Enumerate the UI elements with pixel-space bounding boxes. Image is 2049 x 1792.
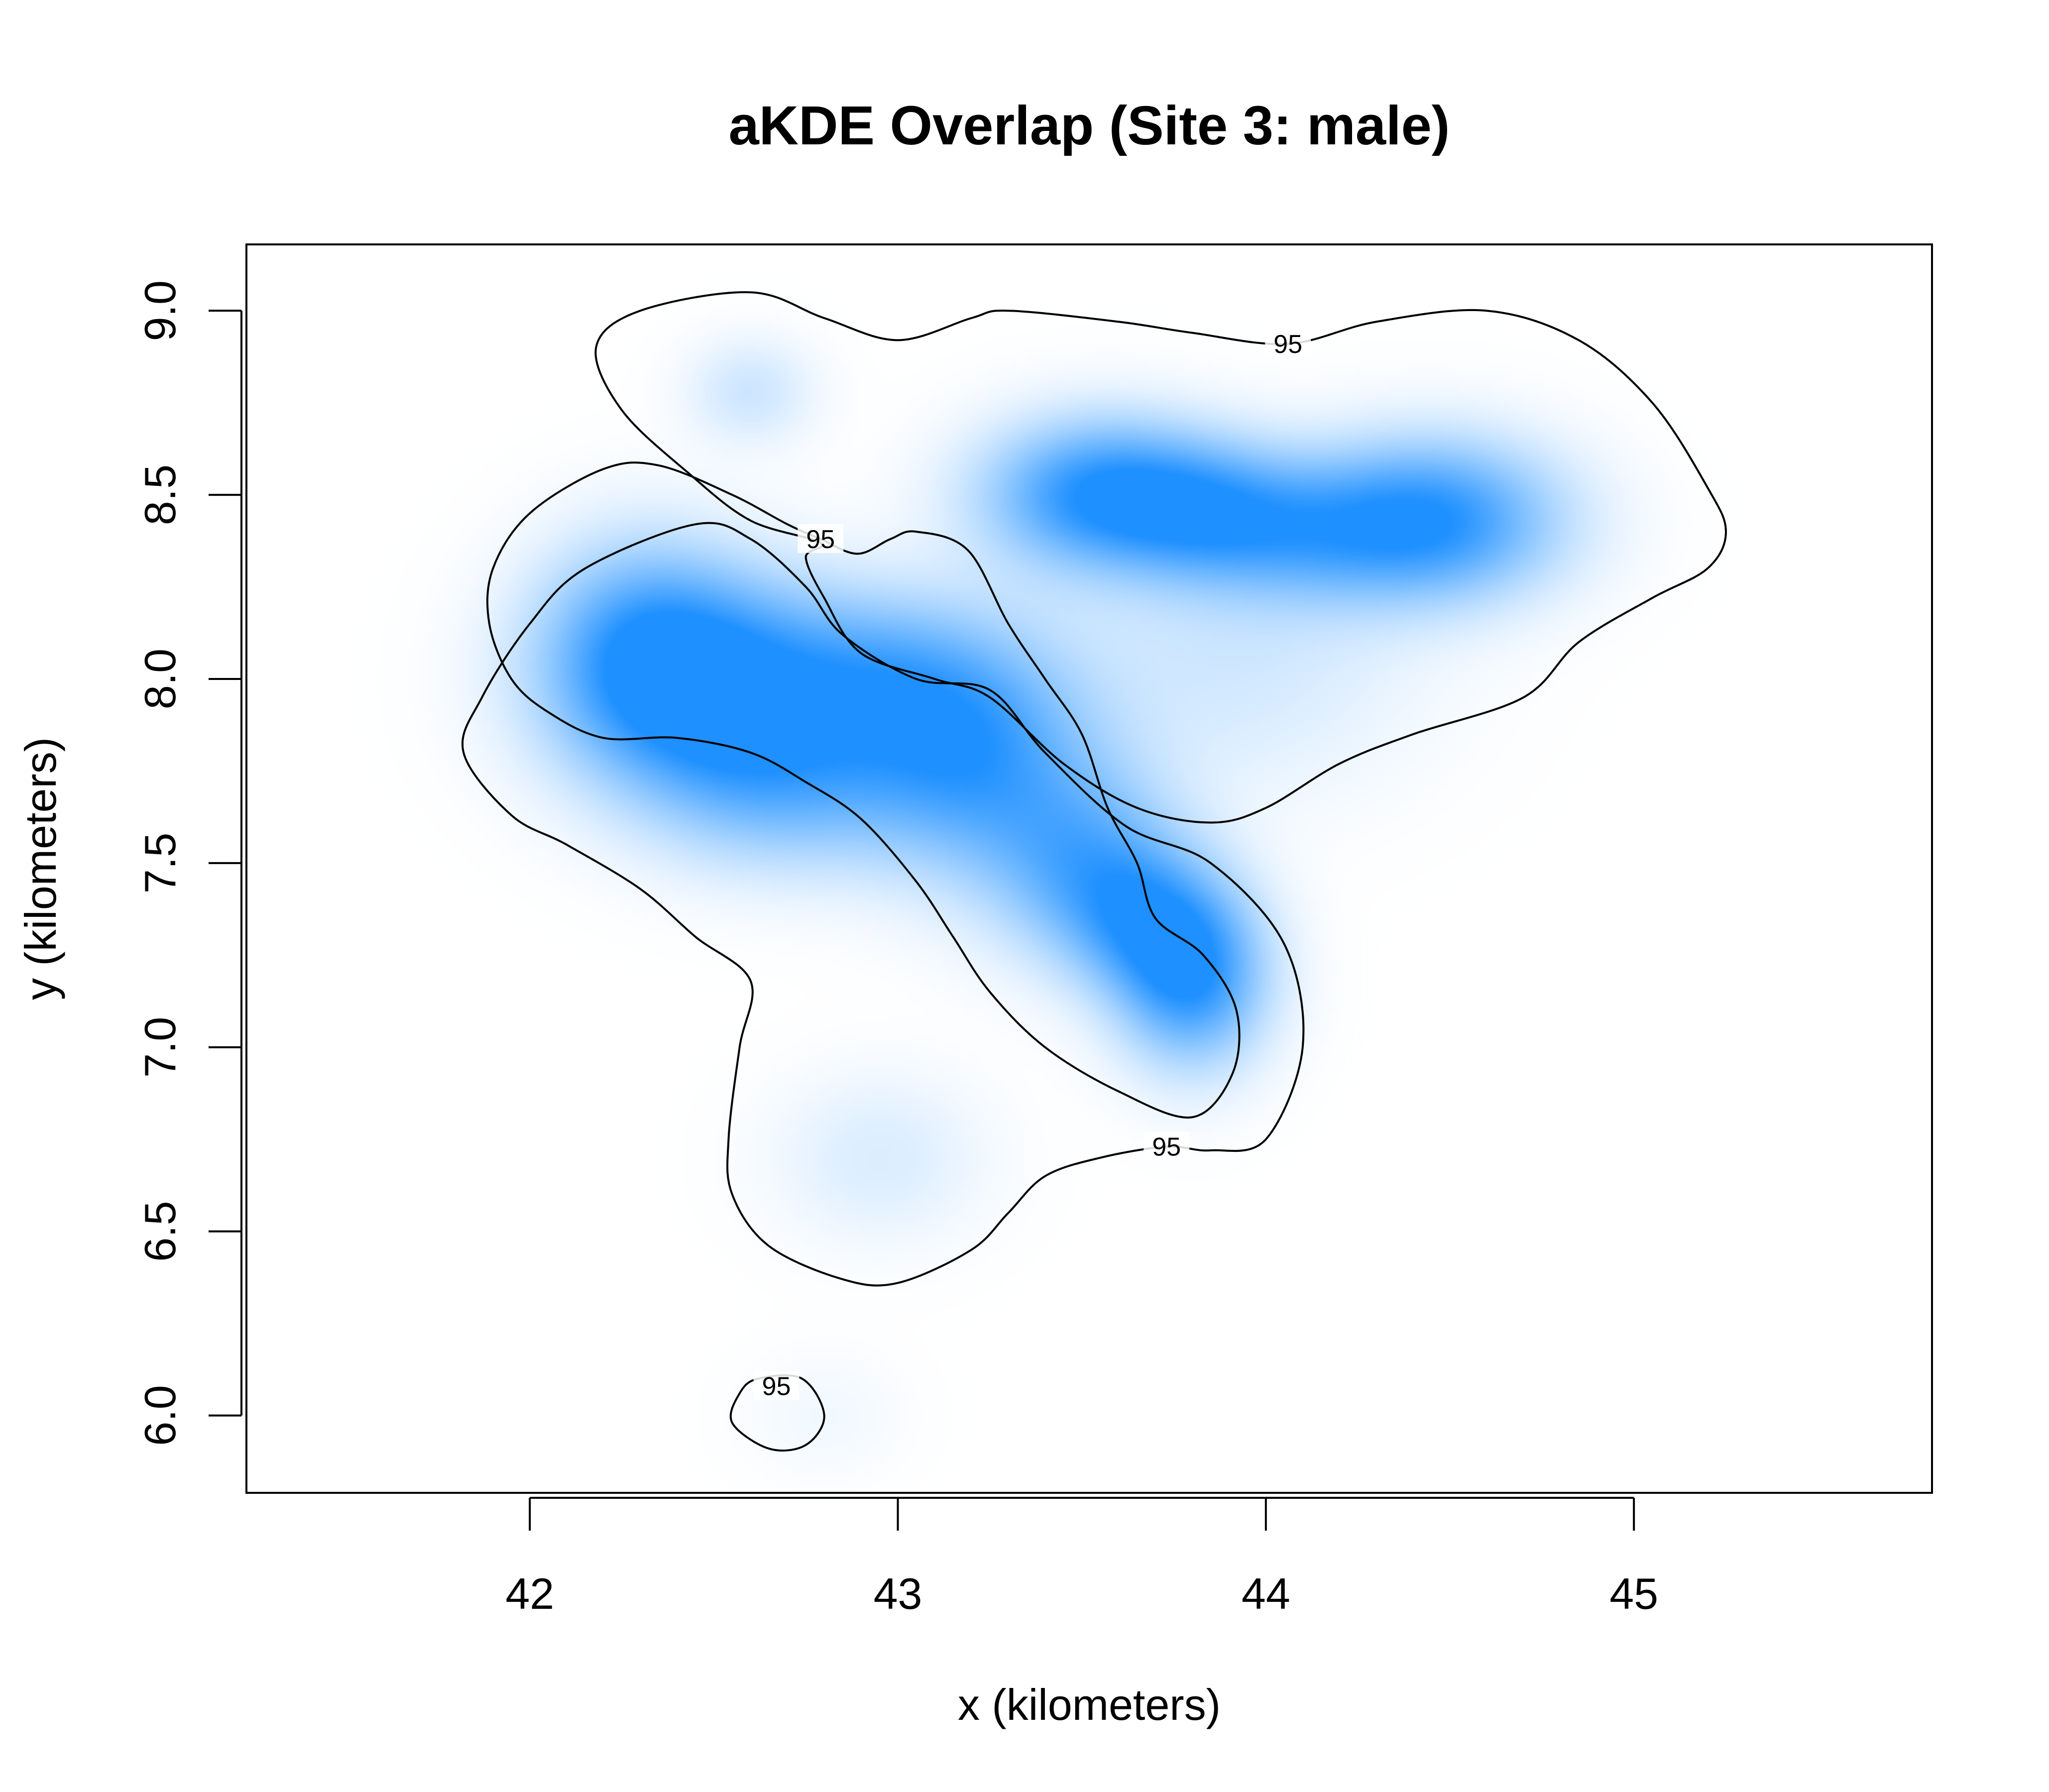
y-axis-label: y (kilometers) (16, 737, 65, 1000)
x-tick-label: 44 (1242, 1569, 1290, 1618)
y-tick-label: 8.0 (135, 649, 185, 709)
contour-label-bg (1143, 1131, 1190, 1161)
contour-line-2 (486, 461, 1241, 1119)
contour-line-1 (594, 291, 1727, 824)
chart-title: aKDE Overlap (Site 3: male) (729, 95, 1450, 156)
x-tick-label: 43 (874, 1569, 922, 1618)
contour-label: 95 (806, 525, 835, 554)
contour-label-bg (753, 1371, 799, 1400)
y-tick-label: 7.0 (135, 1017, 185, 1078)
y-tick-label: 6.5 (135, 1201, 185, 1262)
y-tick-label: 9.0 (135, 280, 185, 341)
contour-layer: 95 95 95 95 (461, 291, 1727, 1452)
x-axis: 42 43 44 45 (505, 1497, 1658, 1618)
contour-label: 95 (1273, 330, 1302, 359)
y-axis: 6.0 6.5 7.0 7.5 8.0 8.5 9.0 (135, 280, 242, 1446)
x-tick-label: 42 (505, 1569, 554, 1618)
y-tick-label: 7.5 (135, 833, 185, 894)
contour-label-bg (797, 524, 844, 553)
y-tick-label: 6.0 (135, 1385, 185, 1446)
contour-label: 95 (762, 1372, 791, 1401)
density-heatmap (246, 244, 1932, 1493)
x-tick-label: 45 (1609, 1569, 1658, 1618)
density-raster (246, 244, 1932, 1493)
contour-label-bg (1265, 329, 1311, 358)
y-tick-label: 8.5 (135, 464, 185, 525)
contour-line-3 (461, 522, 1305, 1287)
contour-label: 95 (1152, 1133, 1181, 1162)
x-axis-label: x (kilometers) (958, 1680, 1221, 1729)
plot-frame (245, 243, 1933, 1494)
